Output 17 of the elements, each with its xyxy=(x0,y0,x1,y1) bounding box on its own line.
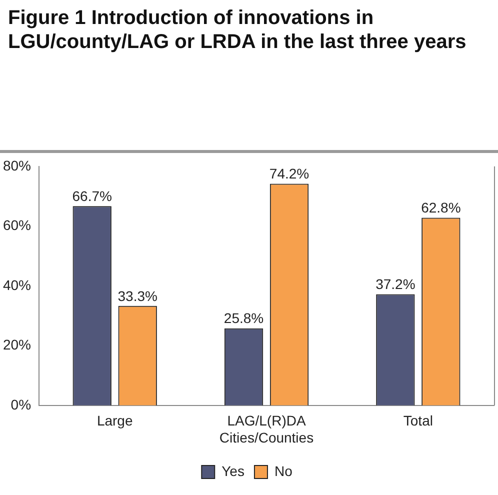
data-label: 33.3% xyxy=(118,288,158,304)
data-label: 37.2% xyxy=(376,276,416,292)
y-tick-label: 40% xyxy=(2,276,32,293)
legend-label: No xyxy=(274,462,293,479)
x-tick-label: Total xyxy=(403,412,433,429)
legend-label: Yes xyxy=(222,462,244,479)
data-label: 62.8% xyxy=(421,200,461,216)
x-tick-label: Large xyxy=(96,412,133,429)
chart-title: Figure 1 Introduction of innovations in LGU/county/LAG or LRDA in the last three years xyxy=(8,6,468,54)
data-label: 66.7% xyxy=(72,188,112,204)
y-tick-label: 60% xyxy=(2,217,32,234)
data-label: 25.8% xyxy=(224,310,264,326)
x-tick-label: LAG/L(R)DA Cities/Counties xyxy=(219,412,314,446)
y-tick-label: 80% xyxy=(2,157,32,174)
y-tick-label: 0% xyxy=(10,396,32,412)
y-tick-label: 20% xyxy=(2,336,32,353)
data-label: 74.2% xyxy=(269,166,310,182)
